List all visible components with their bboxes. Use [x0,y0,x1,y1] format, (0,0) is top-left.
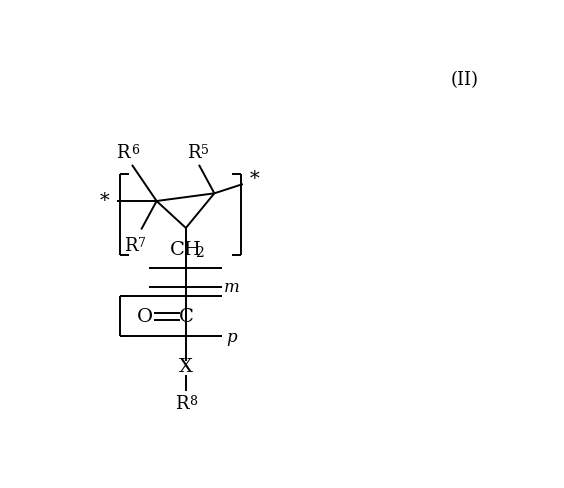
Text: *: * [99,192,109,210]
Text: X: X [179,358,193,376]
Text: R: R [187,143,200,162]
Text: *: * [250,170,259,188]
Text: m: m [223,279,239,296]
Text: R: R [175,394,189,412]
Text: C: C [178,307,193,325]
Text: 7: 7 [138,237,146,250]
Text: O: O [137,307,153,325]
Text: 5: 5 [201,143,209,157]
Text: 6: 6 [131,143,139,157]
Text: (II): (II) [451,71,479,89]
Text: R: R [124,237,137,255]
Text: 2: 2 [195,246,204,261]
Text: 8: 8 [190,395,197,407]
Text: CH: CH [170,241,202,259]
Text: p: p [226,329,237,346]
Text: R: R [116,143,130,162]
